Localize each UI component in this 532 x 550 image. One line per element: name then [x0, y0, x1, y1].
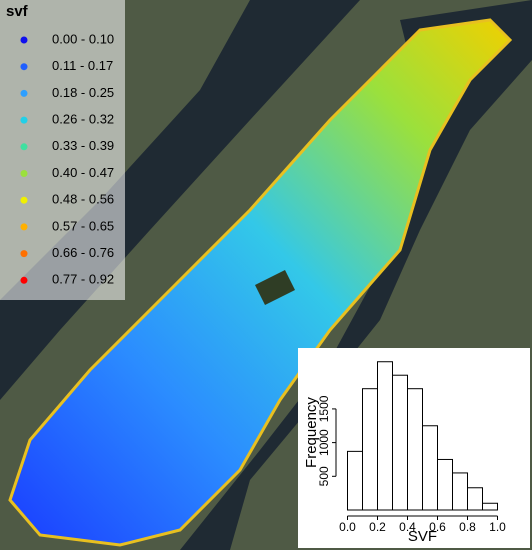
legend-swatch	[20, 36, 28, 44]
legend-swatch	[20, 276, 28, 284]
legend-label: 0.18 - 0.25	[52, 85, 114, 100]
legend-label: 0.11 - 0.17	[52, 58, 113, 73]
legend-label: 0.57 - 0.65	[52, 218, 114, 233]
east-river	[180, 0, 532, 550]
legend-label: 0.48 - 0.56	[52, 192, 114, 207]
histogram-bar	[407, 388, 423, 511]
histogram-bar	[422, 425, 438, 511]
y-axis-title: Frequency	[303, 397, 320, 468]
histogram-bar	[377, 361, 393, 511]
legend-swatch	[20, 63, 28, 71]
histogram: 0.0 0.2 0.4 0.6 0.8 1.0 500 1000 1500 SVF Frequenc…	[303, 361, 506, 545]
legend-label: 0.40 - 0.47	[52, 165, 114, 180]
legend-swatch	[20, 170, 28, 177]
legend-swatch	[20, 89, 28, 97]
legend-swatch	[20, 196, 28, 204]
histogram-bar	[452, 472, 468, 511]
histogram-bar	[392, 374, 408, 511]
legend-box	[0, 0, 125, 300]
x-tick-label: 0.4	[399, 520, 416, 534]
legend-label: 0.77 - 0.92	[52, 272, 114, 287]
legend-swatch	[20, 116, 28, 124]
legend-items: 0.00 - 0.10 0.11 - 0.17 0.18 - 0.25 0.26 - …	[20, 31, 114, 287]
y-tick-label: 500	[317, 466, 331, 486]
x-axis-title: SVF	[408, 528, 437, 545]
legend-label: 0.66 - 0.76	[52, 245, 114, 260]
x-tick-label: 1.0	[489, 520, 506, 534]
histogram-bar	[467, 487, 483, 511]
histogram-bar	[347, 450, 363, 511]
central-park-reservoir	[255, 270, 295, 305]
legend-swatch	[20, 143, 28, 151]
x-tick-label: 0.0	[339, 520, 356, 534]
histogram-bar	[482, 502, 498, 511]
histogram-bar	[437, 458, 453, 511]
legend-swatch	[20, 223, 28, 231]
legend-label: 0.33 - 0.39	[52, 138, 114, 153]
x-tick-label: 0.2	[369, 520, 386, 534]
y-tick-label: 1500	[317, 395, 331, 422]
legend-label: 0.26 - 0.32	[52, 112, 114, 127]
y-tick-label: 1000	[317, 429, 331, 456]
x-tick-label: 0.8	[459, 520, 476, 534]
legend-title: svf	[6, 3, 29, 20]
legend-label: 0.00 - 0.10	[52, 31, 114, 46]
x-tick-label: 0.6	[429, 520, 446, 534]
histogram-bar	[362, 388, 378, 511]
legend-swatch	[20, 250, 28, 258]
